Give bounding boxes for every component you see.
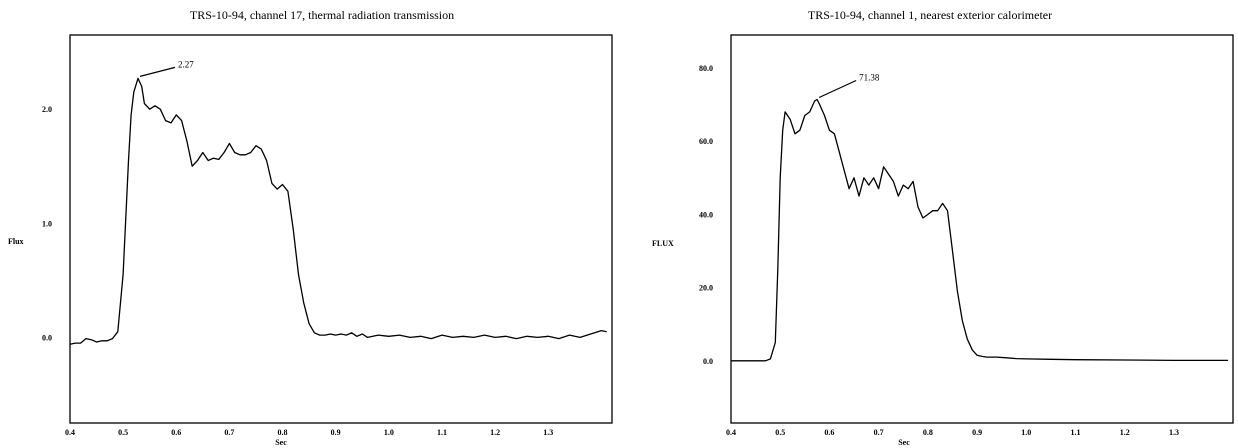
y-tick-labels: 0.0 20.0 40.0 60.0 80.0 <box>699 64 713 366</box>
series-line <box>69 77 607 345</box>
y-tick-label: 80.0 <box>699 64 713 73</box>
peak-annotation-label: 71.38 <box>859 72 880 82</box>
y-axis-label: FLUX <box>652 239 674 248</box>
y-tick-labels: 0.0 1.0 2.0 <box>42 105 52 342</box>
peak-annotation-leader <box>818 79 857 99</box>
y-axis-label: Flux <box>8 237 24 246</box>
x-tick-label: 1.2 <box>1120 428 1130 437</box>
x-tick-label: 0.8 <box>278 428 288 437</box>
flux-chart-channel-17: TRS-10-94, channel 17, thermal radiation… <box>8 8 613 447</box>
y-tick-label: 1.0 <box>42 219 52 228</box>
x-tick-label: 0.7 <box>224 428 234 437</box>
peak-annotation-leader <box>139 66 176 77</box>
x-tick-label: 1.1 <box>437 428 447 437</box>
x-axis-label: Sec <box>275 438 287 447</box>
x-tick-labels: 0.4 0.5 0.6 0.7 0.8 0.9 1.0 1.1 1.2 1.3 <box>65 428 553 437</box>
x-tick-label: 0.6 <box>171 428 181 437</box>
plot-frame <box>69 34 613 424</box>
y-tick-label: 0.0 <box>42 333 52 342</box>
x-tick-label: 0.9 <box>972 428 982 437</box>
x-tick-label: 0.5 <box>118 428 128 437</box>
x-tick-label: 1.3 <box>1169 428 1179 437</box>
y-tick-label: 0.0 <box>703 357 713 366</box>
x-tick-labels: 0.4 0.5 0.6 0.7 0.8 0.9 1.0 1.1 1.2 1.3 <box>726 428 1179 437</box>
y-tick-label: 40.0 <box>699 210 713 219</box>
y-tick-label: 20.0 <box>699 284 713 293</box>
series-lines <box>731 98 1229 362</box>
flux-chart-channel-1: TRS-10-94, channel 1, nearest exterior c… <box>652 8 1234 447</box>
series-line <box>731 98 1229 362</box>
x-tick-label: 1.0 <box>384 428 394 437</box>
peak-annotation-label: 2.27 <box>178 59 194 69</box>
x-axis-label: Sec <box>898 438 910 447</box>
chart-title: TRS-10-94, channel 1, nearest exterior c… <box>808 8 1052 22</box>
x-tick-label: 1.2 <box>490 428 500 437</box>
x-tick-label: 0.6 <box>824 428 834 437</box>
x-tick-label: 0.4 <box>726 428 736 437</box>
x-tick-label: 0.5 <box>775 428 785 437</box>
x-tick-label: 0.4 <box>65 428 75 437</box>
chart-title: TRS-10-94, channel 17, thermal radiation… <box>190 8 454 22</box>
x-tick-label: 1.0 <box>1021 428 1031 437</box>
series-lines <box>69 77 607 345</box>
plot-frame <box>730 34 1234 424</box>
x-tick-label: 0.9 <box>331 428 341 437</box>
x-tick-label: 1.3 <box>543 428 553 437</box>
y-tick-label: 60.0 <box>699 137 713 146</box>
x-tick-label: 0.8 <box>923 428 933 437</box>
x-tick-label: 0.7 <box>874 428 884 437</box>
y-tick-label: 2.0 <box>42 105 52 114</box>
x-tick-label: 1.1 <box>1071 428 1081 437</box>
